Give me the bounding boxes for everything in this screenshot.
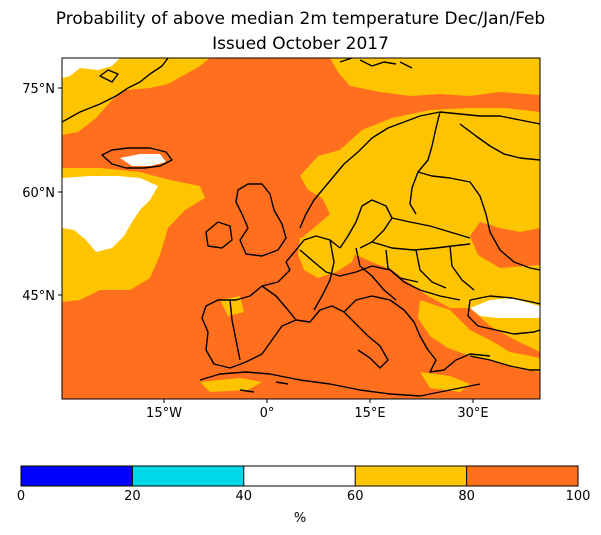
lon-tick-30e: 30°E (457, 406, 488, 421)
colorbar-bin-80-100 (466, 466, 578, 486)
colorbar-bin-0-20 (21, 466, 133, 486)
colorbar-tick-label: 40 (236, 489, 253, 504)
lat-tick-45n: 45°N (22, 289, 55, 304)
lon-tick-15w: 15°W (146, 406, 182, 421)
colorbar-tick-label: 0 (17, 489, 25, 504)
colorbar-tick-label: 80 (458, 489, 475, 504)
map-area (62, 58, 540, 399)
title-line-1: Probability of above median 2m temperatu… (55, 9, 546, 29)
colorbar-bin-20-40 (132, 466, 244, 486)
lat-tick-60n: 60°N (22, 186, 55, 201)
colorbar (21, 466, 578, 486)
prob-40-60-regions (62, 58, 540, 318)
colorbar-tick-label: 100 (566, 489, 591, 504)
map-frame (61, 57, 541, 400)
colorbar-bin-40-60 (243, 466, 356, 486)
lon-tick-15e: 15°E (354, 406, 385, 421)
colorbar-unit: % (294, 511, 306, 526)
title-line-2: Issued October 2017 (212, 34, 389, 54)
lat-tick-75n: 75°N (22, 82, 55, 97)
colorbar-tick-label: 20 (124, 489, 141, 504)
colorbar-tick-label: 60 (347, 489, 364, 504)
colorbar-frame (20, 465, 579, 487)
lon-tick-marks (163, 399, 474, 403)
colorbar-bin-60-80 (355, 466, 467, 486)
colorbar-ticks: 0 20 40 60 80 100 (17, 489, 591, 504)
coastlines-and-borders (62, 58, 540, 397)
prob-60-80-regions (62, 58, 540, 392)
lat-tick-marks (58, 87, 62, 296)
lon-tick-0: 0° (260, 406, 275, 421)
